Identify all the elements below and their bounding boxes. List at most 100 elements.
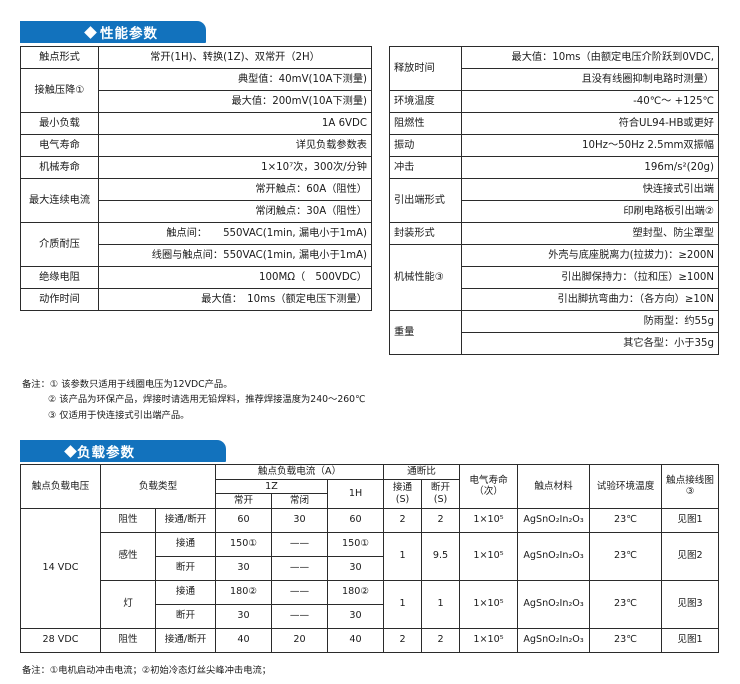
cell-current-1h-no: 30 bbox=[326, 555, 385, 581]
cell-current-1h-no: 150① bbox=[326, 531, 385, 557]
spec-row: 封装形式 塑封型、防尘罩型 bbox=[389, 222, 719, 245]
spec-row: 机械寿命 1×10⁷次，300次/分钟 bbox=[20, 156, 372, 179]
section-title-load: 负载参数 bbox=[77, 445, 135, 461]
cell-temperature: 23℃ bbox=[589, 627, 663, 653]
header-test-temperature: 试验环境温度 bbox=[589, 464, 663, 509]
spec-value: 印刷电路板引出端② bbox=[461, 200, 719, 223]
load-header-row: 1Z 1H 接通 (S) 断开 (S) bbox=[21, 478, 719, 509]
spec-value: 快连接式引出端 bbox=[461, 178, 719, 201]
header-contact-material: 触点材料 bbox=[517, 464, 591, 509]
cell-current-1z-no: 30 bbox=[215, 603, 272, 629]
cell-load-type: 阻性 bbox=[100, 507, 156, 533]
spec-label: 触点形式 bbox=[20, 46, 99, 69]
cell-current-1h-no: 180② bbox=[326, 579, 385, 605]
spec-row: 接触压降① 典型值：40mV(10A下测量) bbox=[20, 68, 372, 113]
spec-row: 最小负载 1A 6VDC bbox=[20, 112, 372, 135]
spec-row: 阻燃性 符合UL94-HB或更好 bbox=[389, 112, 719, 135]
table-row: 14 VDC 阻性 接通/断开 60 30 60 2 2 1×10⁵ AgSnO₂In₂O₃ 23℃… bbox=[20, 507, 720, 629]
cell-voltage: 14 VDC bbox=[20, 507, 101, 629]
section-title-performance: 性能参数 bbox=[100, 26, 158, 42]
diamond-icon bbox=[64, 444, 77, 458]
performance-notes: 备注：① 该参数只适用于线圈电压为12VDC产品。 ② 该产品为环保产品，焊接时… bbox=[22, 377, 366, 423]
cell-ratio-on: 1 bbox=[383, 579, 423, 629]
note-item-1: ① 该参数只适用于线圈电压为12VDC产品。 bbox=[49, 379, 233, 390]
spec-value: 塑封型、防尘罩型 bbox=[461, 222, 719, 245]
section-banner-performance: 性能参数 bbox=[20, 21, 206, 43]
spec-label: 释放时间 bbox=[389, 46, 462, 91]
spec-label: 环境温度 bbox=[389, 90, 462, 113]
header-contact-load-current: 触点负载电流（A） bbox=[214, 464, 385, 480]
spec-label: 引出端形式 bbox=[389, 178, 462, 223]
diamond-icon bbox=[84, 25, 97, 39]
load-parameters-table: 触点负载电压 负载类型 触点负载电流（A） 通断比 电气寿命 （次） 触点材料 试验环境温度触… bbox=[20, 464, 720, 653]
cell-electrical-life: 1×10⁵ bbox=[459, 579, 519, 629]
spec-row: 介质耐压 触点间： 550VAC(1min, 漏电小于1mA) bbox=[20, 222, 372, 267]
header-group-1h: 1H bbox=[326, 478, 385, 509]
cell-ratio-off: 2 bbox=[421, 627, 461, 653]
spec-label: 动作时间 bbox=[20, 288, 99, 311]
header-1z-nc: 常闭 bbox=[271, 493, 328, 509]
cell-current-1z-nc: —— bbox=[271, 531, 328, 557]
header-ratio-on: 接通 (S) bbox=[383, 478, 423, 509]
header-wiring-diagram: 触点接线图 ③ bbox=[661, 464, 720, 509]
header-ratio-off: 断开 (S) bbox=[421, 478, 461, 509]
spec-label: 最大连续电流 bbox=[20, 178, 99, 223]
cell-current-1z-no: 180② bbox=[215, 579, 272, 605]
cell-ratio-off: 1 bbox=[421, 579, 461, 629]
load-header-row: 常开 常闭 bbox=[21, 493, 719, 509]
spec-row: 机械性能③ 外壳与底座脱离力(拉拔力)：≥200N bbox=[389, 244, 719, 311]
spec-value: 且没有线圈抑制电路时测量） bbox=[461, 68, 719, 91]
spec-value: 外壳与底座脱离力(拉拔力)：≥200N bbox=[461, 244, 719, 267]
cell-load-type: 感性 bbox=[100, 531, 156, 581]
cell-ratio-on: 2 bbox=[383, 627, 423, 653]
spec-row: 环境温度 -40℃～ +125℃ bbox=[389, 90, 719, 113]
spec-label: 封装形式 bbox=[389, 222, 462, 245]
spec-label: 冲击 bbox=[389, 156, 462, 179]
notes-lead: 备注： bbox=[22, 379, 50, 390]
performance-table-left: 触点形式 常开(1H)、转换(1Z)、双常开（2H） 接触压降① 典型值：40mV(1… bbox=[20, 46, 372, 311]
spec-value: -40℃～ +125℃ bbox=[461, 90, 719, 113]
header-electrical-life: 电气寿命 （次） bbox=[459, 464, 519, 509]
spec-value: 引出脚抗弯曲力：（各方向）≥10N bbox=[461, 288, 719, 311]
spec-row: 动作时间 最大值： 10ms（额定电压下测量） bbox=[20, 288, 372, 311]
cell-temperature: 23℃ bbox=[589, 507, 663, 533]
spec-label: 绝缘电阻 bbox=[20, 266, 99, 289]
spec-row: 释放时间 最大值：10ms（由额定电压介阶跃到0VDC, bbox=[389, 46, 719, 91]
header-1z-no: 常开 bbox=[215, 493, 272, 509]
spec-label: 机械寿命 bbox=[20, 156, 99, 179]
load-header-row: 触点负载电压 负载类型 触点负载电流（A） 通断比 电气寿命 （次） 触点材料 试验环境温度触… bbox=[20, 464, 720, 509]
spec-value: 典型值：40mV(10A下测量) bbox=[98, 68, 372, 91]
cell-load-type: 灯 bbox=[100, 579, 156, 629]
spec-label: 机械性能③ bbox=[389, 244, 462, 311]
section-banner-load: 负载参数 bbox=[20, 440, 226, 462]
spec-label: 介质耐压 bbox=[20, 222, 99, 267]
spec-value: 1A 6VDC bbox=[98, 112, 372, 135]
cell-current-1h-no: 40 bbox=[326, 627, 385, 653]
cell-current-1z-no: 30 bbox=[215, 555, 272, 581]
spec-label: 接触压降① bbox=[20, 68, 99, 113]
cell-ratio-on: 2 bbox=[383, 507, 423, 533]
cell-load-type: 阻性 bbox=[100, 627, 156, 653]
table-row: 28 VDC 阻性 接通/断开 40 20 40 2 2 1×10⁵ AgSnO₂In₂O₃ 23℃… bbox=[20, 627, 720, 653]
cell-ratio-on: 1 bbox=[383, 531, 423, 581]
note-line: ③ 仅适用于快连接式引出端产品。 bbox=[22, 408, 366, 423]
spec-value: 最大值：200mV(10A下测量) bbox=[98, 90, 372, 113]
cell-mode: 接通 bbox=[155, 531, 216, 557]
spec-row: 其它各型：小于35g bbox=[390, 332, 719, 355]
cell-current-1z-no: 150① bbox=[215, 531, 272, 557]
cell-material: AgSnO₂In₂O₃ bbox=[517, 507, 591, 533]
spec-label: 振动 bbox=[389, 134, 462, 157]
cell-mode: 接通/断开 bbox=[155, 507, 216, 533]
spec-value: 符合UL94-HB或更好 bbox=[461, 112, 719, 135]
spec-value: 常闭触点：30A（阻性） bbox=[98, 200, 372, 223]
cell-wiring-diagram: 见图2 bbox=[661, 531, 720, 581]
spec-label: 电气寿命 bbox=[20, 134, 99, 157]
spec-value: 常开触点：60A（阻性） bbox=[98, 178, 372, 201]
table-row: 感性 接通 150① —— 150① 1 9.5 1×10⁵ AgSnO₂In₂O₃ 23℃ 见图2 bbox=[21, 531, 720, 581]
spec-row: 触点形式 常开(1H)、转换(1Z)、双常开（2H） bbox=[20, 46, 372, 69]
spec-row: 冲击 196m/s²(20g) bbox=[389, 156, 719, 179]
spec-row: 电气寿命 详见负载参数表 bbox=[20, 134, 372, 157]
table-row: 灯接通 180② —— 180② 1 1 1×10⁵ AgSnO₂In₂O₃ 23℃ 见图3 bbox=[21, 579, 720, 629]
performance-table-right: 释放时间 最大值：10ms（由额定电压介阶跃到0VDC, 且没有线圈抑制电路时测量）… bbox=[389, 46, 719, 355]
